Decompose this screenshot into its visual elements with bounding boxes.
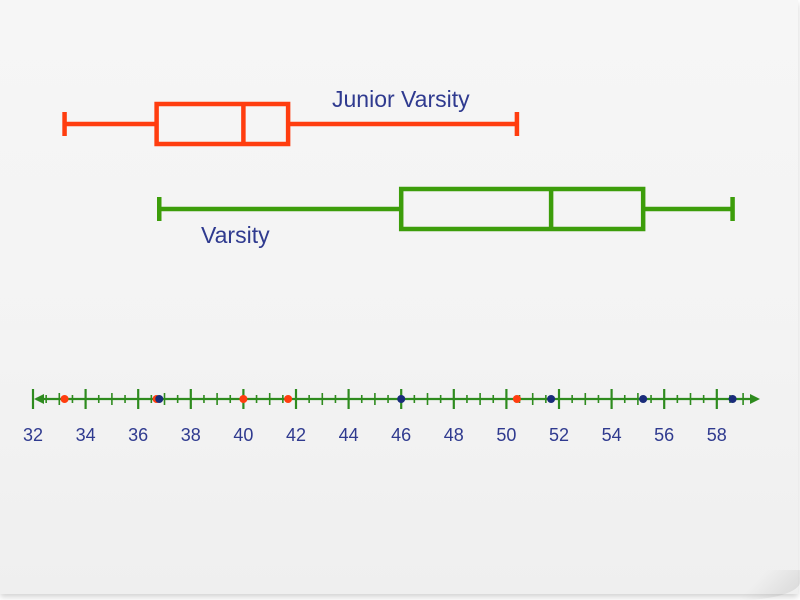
tick-label-42: 42	[286, 425, 306, 445]
box-plots	[62, 101, 735, 232]
boxplot-varsity	[156, 186, 735, 232]
tick-label-44: 44	[339, 425, 359, 445]
point-varsity-q1	[397, 395, 406, 403]
point-junior-varsity-min	[60, 395, 69, 403]
tick-label-40: 40	[233, 425, 253, 445]
tick-label-32: 32	[23, 425, 43, 445]
point-junior-varsity-median	[239, 395, 248, 403]
axis-arrow-right	[750, 394, 760, 404]
series-labels: Junior Varsity Varsity	[201, 86, 470, 248]
boxplot-junior-varsity	[62, 101, 520, 147]
axis-arrow-left	[34, 394, 44, 404]
tick-label-36: 36	[128, 425, 148, 445]
tick-label-48: 48	[444, 425, 464, 445]
point-varsity-max	[728, 395, 737, 403]
tick-label-54: 54	[602, 425, 622, 445]
point-junior-varsity-max	[512, 395, 521, 403]
point-varsity-q3	[639, 395, 648, 403]
iqr-box-junior-varsity	[154, 101, 291, 147]
point-varsity-median	[547, 395, 556, 403]
iqr-box-varsity	[398, 186, 646, 232]
tick-label-34: 34	[76, 425, 96, 445]
summary-points	[60, 395, 737, 403]
tick-label-50: 50	[496, 425, 516, 445]
series-label-varsity: Varsity	[201, 222, 270, 248]
point-varsity-min	[155, 395, 164, 403]
tick-label-52: 52	[549, 425, 569, 445]
tick-label-46: 46	[391, 425, 411, 445]
number-line-axis: 32 34 36 38 40 42 44 46 48 50 52 54 56 58	[23, 389, 760, 445]
tick-label-38: 38	[181, 425, 201, 445]
series-label-junior-varsity: Junior Varsity	[332, 86, 470, 112]
tick-label-58: 58	[707, 425, 727, 445]
tick-label-56: 56	[654, 425, 674, 445]
point-junior-varsity-q3	[284, 395, 293, 403]
